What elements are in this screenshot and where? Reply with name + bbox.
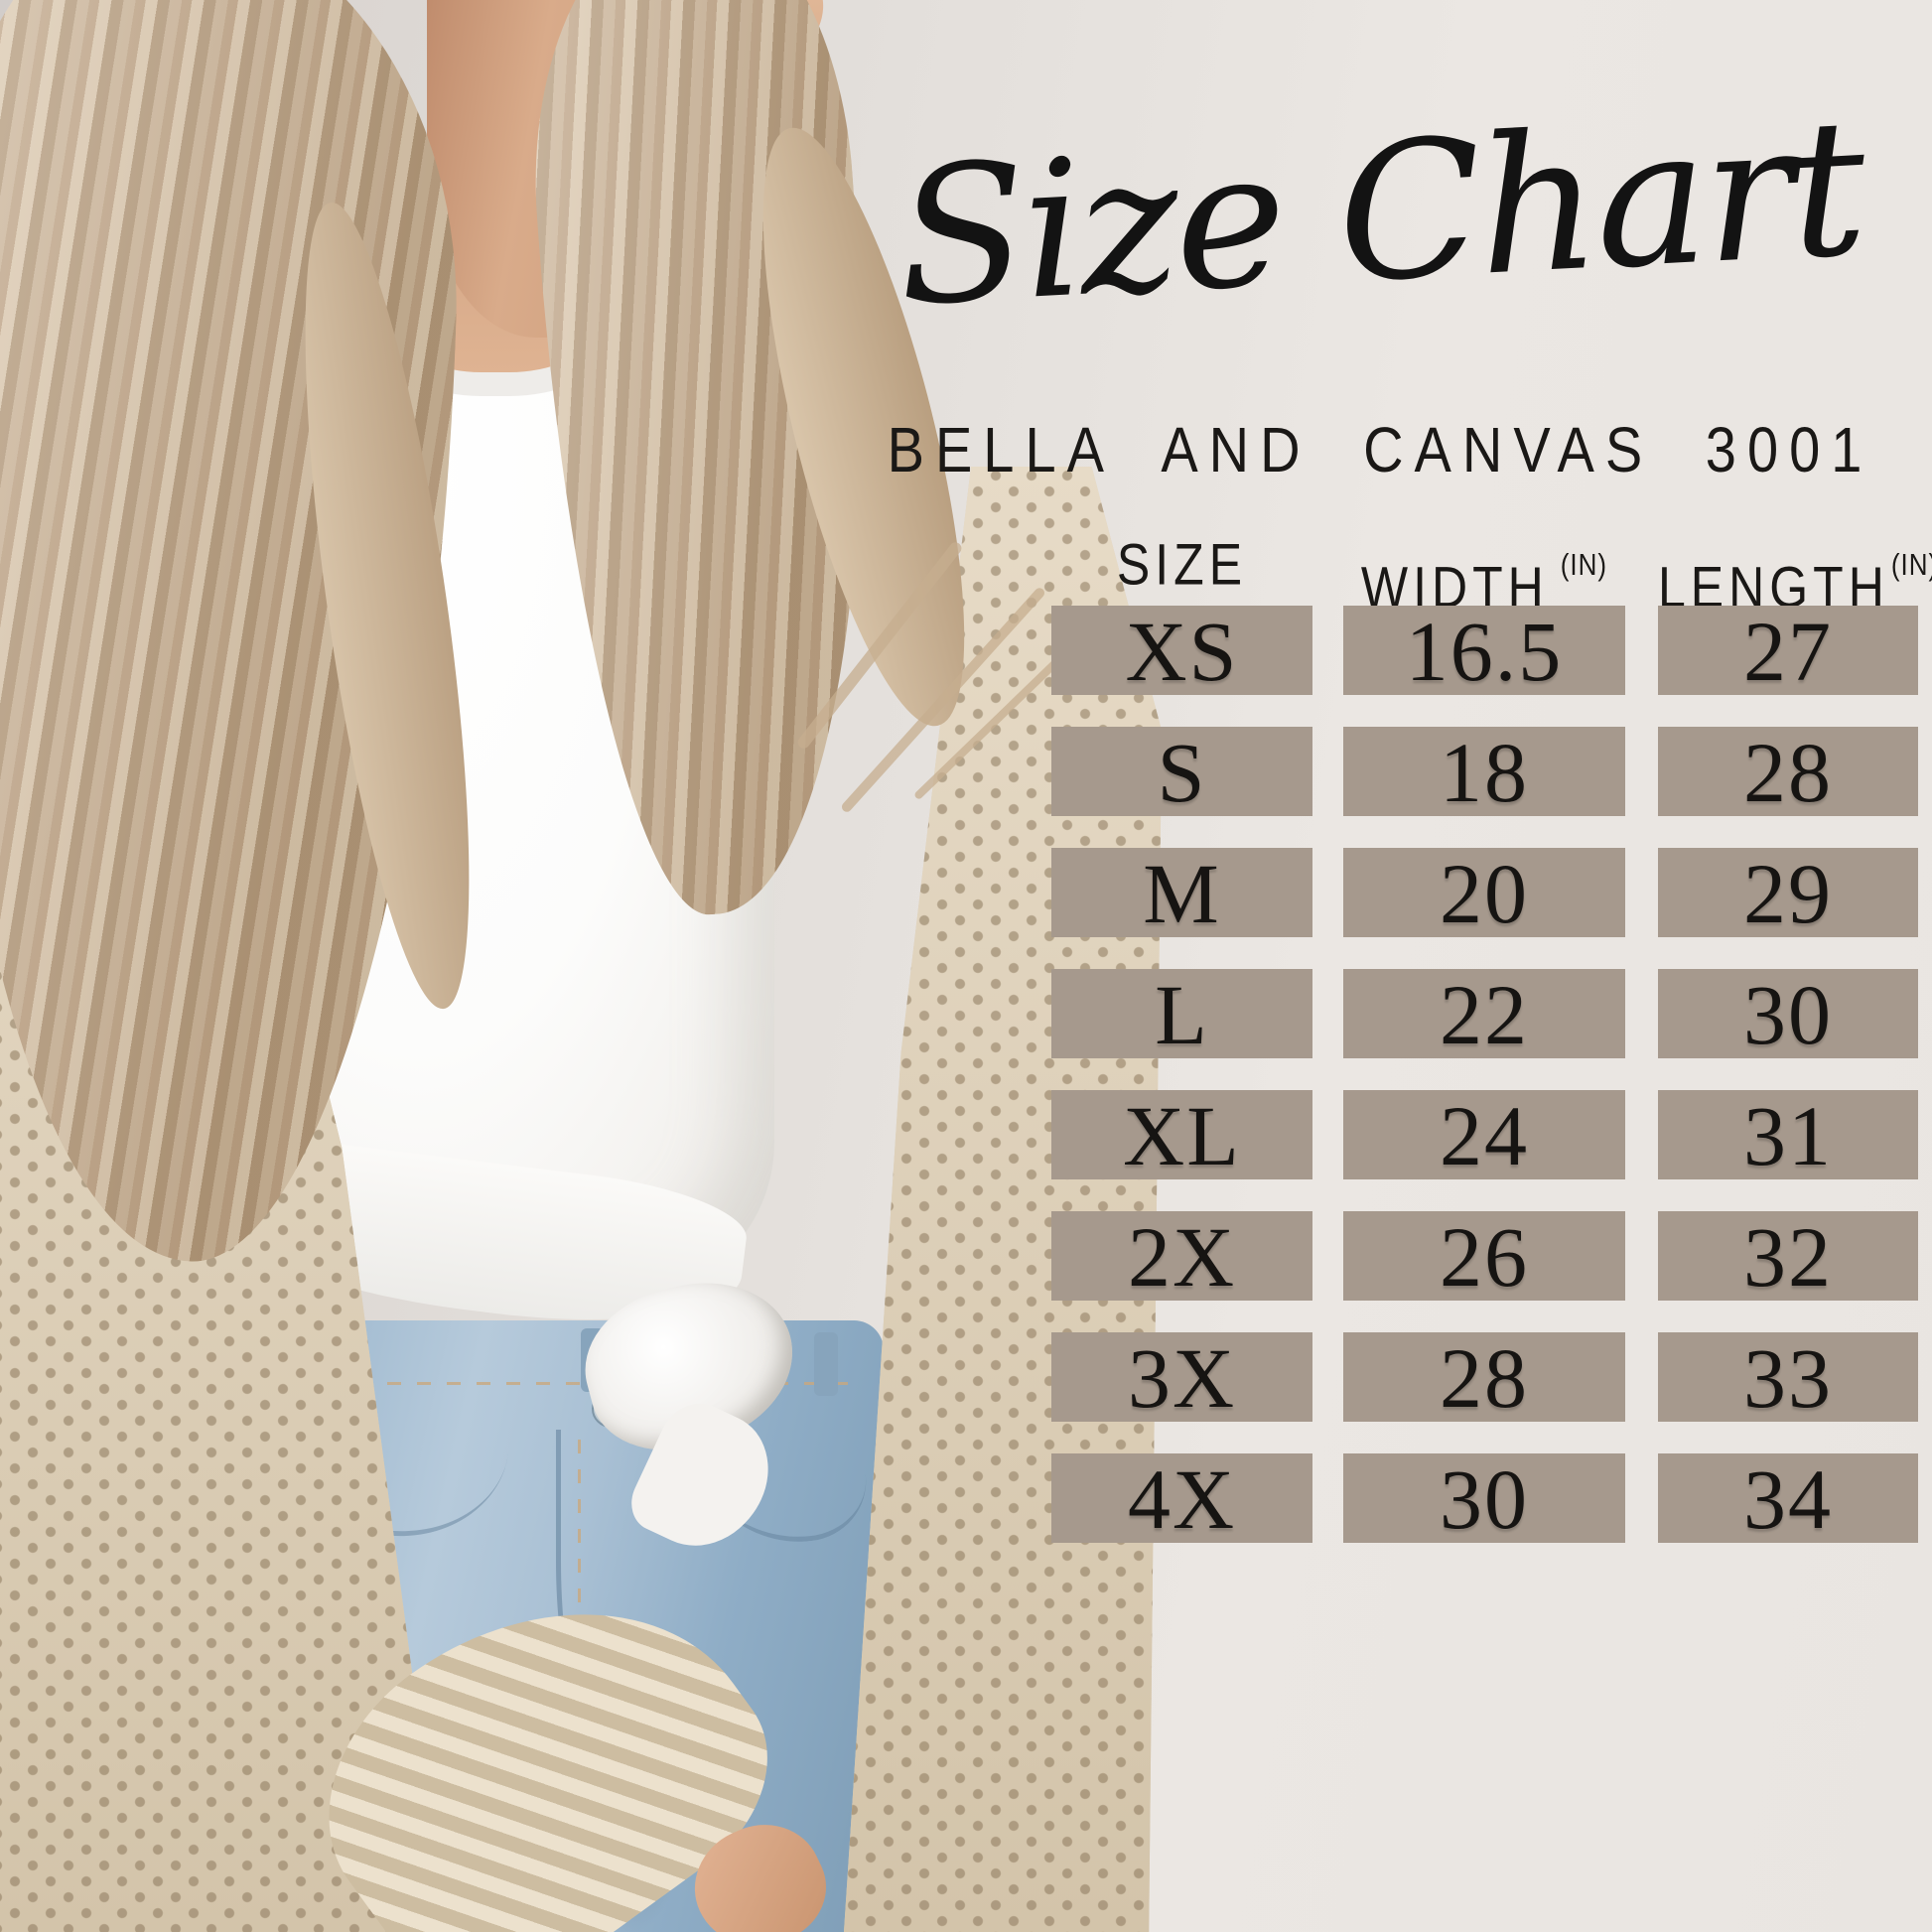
width-cell: 16.5 [1343,606,1625,697]
size-cell: L [1051,969,1312,1060]
length-cell: 27 [1658,606,1918,697]
size-cell: S [1051,727,1312,818]
length-cell: 31 [1658,1090,1918,1181]
width-cell: 24 [1343,1090,1625,1181]
header-width-unit: (IN) [1560,547,1608,583]
size-cell: XL [1051,1090,1312,1181]
width-cell: 28 [1343,1332,1625,1424]
column-header-length: LENGTH(IN) [1658,531,1932,620]
width-cell: 22 [1343,969,1625,1060]
width-cell: 18 [1343,727,1625,818]
jeans-fly-stitch [578,1440,581,1737]
size-cell: 3X [1051,1332,1312,1424]
length-cell: 32 [1658,1211,1918,1303]
header-size-label: SIZE [1116,532,1248,598]
jeans-fly-seam [556,1430,650,1757]
size-cell: 2X [1051,1211,1312,1303]
size-cell: XS [1051,606,1312,697]
length-cell: 28 [1658,727,1918,818]
header-length-unit: (IN) [1890,547,1932,583]
jeans-belt-loop [814,1332,838,1396]
chart-subtitle: BELLA AND CANVAS 3001 [887,413,1873,485]
width-cell: 26 [1343,1211,1625,1303]
width-cell: 20 [1343,848,1625,939]
width-cell: 30 [1343,1453,1625,1545]
column-header-size: SIZE [1051,531,1312,603]
size-cell: M [1051,848,1312,939]
length-cell: 34 [1658,1453,1918,1545]
length-cell: 33 [1658,1332,1918,1424]
column-header-width: WIDTH (IN) [1343,531,1625,620]
length-cell: 29 [1658,848,1918,939]
length-cell: 30 [1658,969,1918,1060]
chart-title: Size Chart [892,77,1867,348]
size-cell: 4X [1051,1453,1312,1545]
